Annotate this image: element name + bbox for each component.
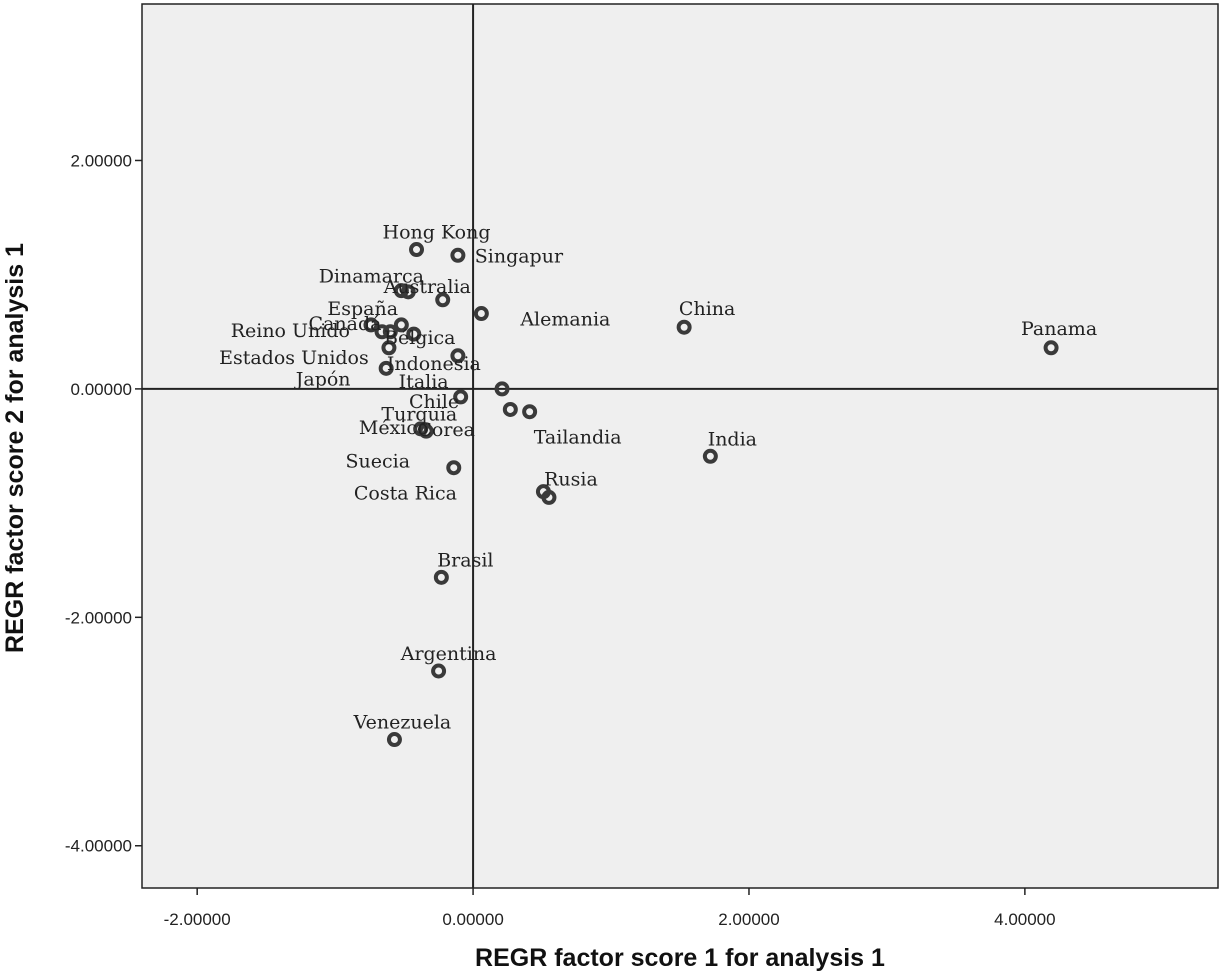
data-point: [676, 319, 692, 335]
point-label: Alemania: [519, 309, 610, 331]
x-tick-label: 4.00000: [994, 910, 1055, 929]
point-label: Australia: [383, 276, 471, 298]
point-label: Argentina: [400, 643, 497, 665]
point-label: España: [327, 298, 398, 320]
point-label: Canadá: [309, 313, 382, 335]
data-point: [494, 381, 510, 397]
reference-lines: [142, 4, 1218, 888]
point-label: Chile: [409, 391, 459, 413]
point-label: Singapur: [475, 245, 564, 267]
data-point: [406, 326, 422, 342]
y-tick-label: -4.00000: [65, 837, 132, 856]
point-label: Panama: [1021, 318, 1097, 340]
point-label: México: [359, 417, 429, 439]
data-points: [363, 242, 1059, 748]
data-point: [378, 360, 394, 376]
point-label: Rusia: [544, 468, 598, 490]
data-point: [393, 283, 409, 299]
data-point: [435, 292, 451, 308]
point-label: Bélgica: [384, 327, 456, 349]
data-point: [446, 460, 462, 476]
x-tick-label: -2.00000: [164, 910, 231, 929]
data-point: [400, 284, 416, 300]
y-tick-label: 2.00000: [71, 151, 132, 170]
y-axis-title: REGR factor score 2 for analysis 1: [1, 243, 29, 653]
data-point: [433, 569, 449, 585]
data-point: [386, 732, 402, 748]
data-point: [450, 348, 466, 364]
data-point: [409, 242, 425, 258]
y-axis-ticks: 2.00000 0.00000 -2.00000 -4.00000: [65, 151, 142, 856]
data-point: [450, 247, 466, 263]
data-point: [541, 489, 557, 505]
data-point: [418, 423, 434, 439]
data-point: [382, 324, 398, 340]
data-point: [702, 448, 718, 464]
point-label: India: [708, 428, 757, 450]
point-label: Indonesia: [387, 353, 481, 375]
point-label: Tailandia: [534, 427, 622, 449]
point-label: Hong Kong: [383, 222, 491, 244]
x-axis-ticks: -2.00000 0.00000 2.00000 4.00000: [164, 888, 1056, 929]
point-label: Dinamarca: [319, 266, 424, 288]
point-label: Japón: [294, 368, 351, 390]
y-tick-label: -2.00000: [65, 608, 132, 627]
data-point: [363, 317, 379, 333]
data-point: [502, 401, 518, 417]
data-point: [374, 324, 390, 340]
data-point: [453, 389, 469, 405]
x-tick-label: 0.00000: [442, 910, 503, 929]
data-point: [473, 306, 489, 322]
x-axis-title: REGR factor score 1 for analysis 1: [475, 944, 885, 972]
data-point: [393, 317, 409, 333]
point-label: Corea: [417, 419, 475, 441]
point-label: Venezuela: [353, 712, 452, 734]
point-label: Italia: [399, 371, 449, 393]
y-tick-label: 0.00000: [71, 380, 132, 399]
point-label: Reino Unido: [231, 320, 350, 342]
point-label: Suecia: [345, 451, 410, 473]
data-point: [431, 663, 447, 679]
point-label: Brasil: [437, 549, 493, 571]
point-label: Costa Rica: [354, 483, 457, 505]
point-label: China: [679, 298, 735, 320]
plot-area: [141, 3, 1219, 889]
data-point: [1043, 340, 1059, 356]
data-point: [381, 340, 397, 356]
x-tick-label: 2.00000: [718, 910, 779, 929]
point-label: Turquia: [381, 403, 457, 425]
data-point: [522, 404, 538, 420]
point-label: Estados Unidos: [219, 347, 369, 369]
